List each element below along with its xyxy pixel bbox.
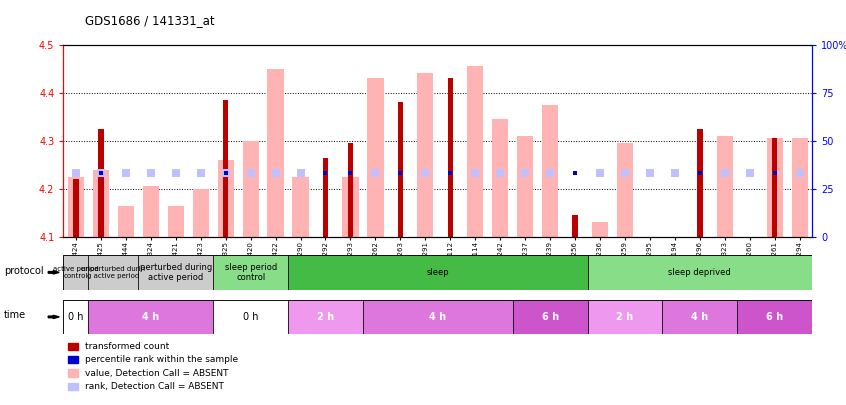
Text: active period
control: active period control xyxy=(53,266,99,279)
Bar xyxy=(587,300,662,334)
Bar xyxy=(587,255,812,290)
Bar xyxy=(592,222,608,237)
Text: time: time xyxy=(4,310,26,320)
Bar xyxy=(467,66,483,237)
Bar xyxy=(68,177,84,237)
Bar xyxy=(323,158,328,237)
Bar xyxy=(792,139,808,237)
Bar xyxy=(737,300,812,334)
Bar xyxy=(88,300,213,334)
Bar xyxy=(343,177,359,237)
Bar xyxy=(367,78,383,237)
Bar xyxy=(243,141,259,237)
Text: 4 h: 4 h xyxy=(142,312,159,322)
Bar xyxy=(63,255,88,290)
Bar xyxy=(772,139,777,237)
Bar xyxy=(348,143,353,237)
Bar xyxy=(63,300,88,334)
Text: sleep period
control: sleep period control xyxy=(224,263,277,282)
Text: 2 h: 2 h xyxy=(617,312,634,322)
Text: 0 h: 0 h xyxy=(243,312,258,322)
Bar xyxy=(717,136,733,237)
Text: 6 h: 6 h xyxy=(541,312,558,322)
Bar xyxy=(139,255,213,290)
Bar xyxy=(223,100,228,237)
Text: 4 h: 4 h xyxy=(691,312,708,322)
Bar xyxy=(617,143,633,237)
Text: rank, Detection Call = ABSENT: rank, Detection Call = ABSENT xyxy=(85,382,223,391)
Text: sleep: sleep xyxy=(426,268,449,277)
Text: 0 h: 0 h xyxy=(69,312,84,322)
Bar xyxy=(398,102,403,237)
Text: sleep deprived: sleep deprived xyxy=(668,268,731,277)
Bar xyxy=(98,129,103,237)
Bar xyxy=(143,186,159,237)
Bar xyxy=(288,255,587,290)
Bar xyxy=(217,160,233,237)
Bar xyxy=(293,177,309,237)
Bar xyxy=(93,170,109,237)
Bar xyxy=(662,300,737,334)
Text: 2 h: 2 h xyxy=(317,312,334,322)
Bar xyxy=(766,139,783,237)
Bar xyxy=(542,104,558,237)
Bar xyxy=(267,68,283,237)
Bar xyxy=(517,136,533,237)
Bar xyxy=(288,300,363,334)
Bar xyxy=(193,189,209,237)
Bar xyxy=(168,206,184,237)
Bar xyxy=(448,78,453,237)
Bar xyxy=(492,119,508,237)
Bar xyxy=(88,255,139,290)
Text: value, Detection Call = ABSENT: value, Detection Call = ABSENT xyxy=(85,369,228,377)
Text: GDS1686 / 141331_at: GDS1686 / 141331_at xyxy=(85,14,214,27)
Text: unperturbed durin
g active period: unperturbed durin g active period xyxy=(81,266,146,279)
Bar xyxy=(573,215,578,237)
Text: percentile rank within the sample: percentile rank within the sample xyxy=(85,355,238,364)
Bar xyxy=(513,300,587,334)
Text: transformed count: transformed count xyxy=(85,342,169,351)
Bar xyxy=(118,206,134,237)
Text: 6 h: 6 h xyxy=(766,312,783,322)
Bar xyxy=(213,255,288,290)
Text: 4 h: 4 h xyxy=(429,312,447,322)
Bar xyxy=(417,73,433,237)
Text: protocol: protocol xyxy=(4,266,44,276)
Text: perturbed during
active period: perturbed during active period xyxy=(140,263,212,282)
Bar xyxy=(363,300,513,334)
Bar xyxy=(74,179,79,237)
Bar xyxy=(213,300,288,334)
Bar xyxy=(697,129,702,237)
